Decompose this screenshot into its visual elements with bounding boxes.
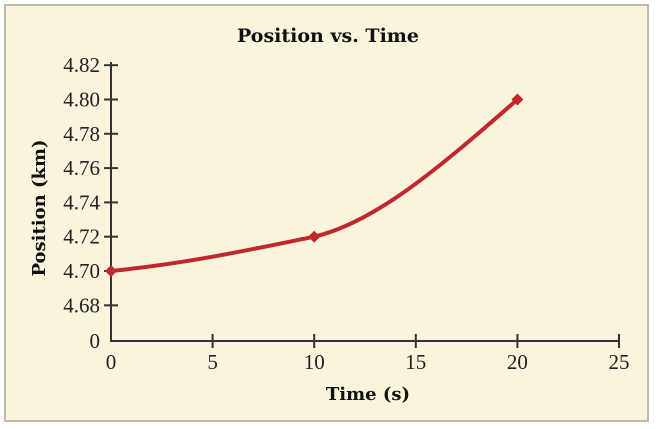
y-tick-label: 4.76 [63,156,100,180]
chart-title: Position vs. Time [237,25,419,47]
position-series-markers [105,93,524,277]
y-axis-label: Position (km) [29,139,50,276]
y-tick-label: 4.82 [63,53,100,77]
position-series-line [109,97,520,273]
x-tick-label: 20 [507,350,528,374]
x-tick-label: 15 [405,350,426,374]
y-tick-label: 4.80 [63,88,100,112]
data-point-marker [511,93,524,106]
x-tick-label: 5 [207,350,218,374]
data-point-marker [105,265,117,277]
y-tick-label: 4.74 [63,190,100,214]
x-tick-label: 25 [609,350,630,374]
y-axis-ticks: 0 4.68 4.70 4.72 4.74 4.76 4.78 4.80 4.82 [63,53,118,353]
x-axis-ticks: 0 5 10 15 20 25 [106,334,630,374]
data-point-marker [308,230,321,243]
x-tick-label: 10 [304,350,325,374]
y-tick-label: 0 [90,329,101,353]
y-tick-label: 4.72 [63,225,100,249]
y-tick-label: 4.70 [63,259,100,283]
x-axis-label: Time (s) [326,384,410,405]
x-tick-label: 0 [106,350,117,374]
y-tick-label: 4.68 [63,293,100,317]
y-tick-label: 4.78 [63,122,100,146]
